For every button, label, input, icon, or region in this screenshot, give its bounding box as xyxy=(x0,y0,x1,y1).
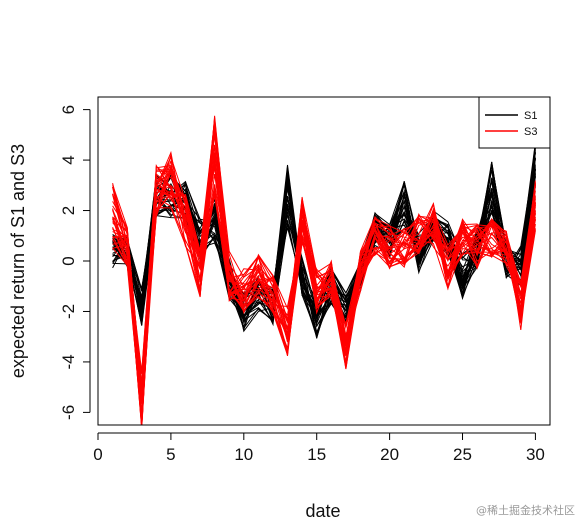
x-tick-label-30: 30 xyxy=(526,445,545,464)
y-tick-label-6: 6 xyxy=(59,105,78,114)
series-s3 xyxy=(112,115,536,425)
series-lines xyxy=(112,115,536,425)
line-s3-21 xyxy=(112,187,536,404)
legend-label-s1: S1 xyxy=(524,110,537,122)
y-tick-label-0: 0 xyxy=(59,256,78,265)
x-tick-label-25: 25 xyxy=(453,445,472,464)
line-s3-29 xyxy=(112,155,536,425)
y-axis-title: expected return of S1 and S3 xyxy=(8,144,28,378)
axes: 0 5 10 15 20 25 30 -6 -4 -2 0 2 4 6 xyxy=(59,105,545,464)
x-tick-label-5: 5 xyxy=(166,445,175,464)
line-s3-25 xyxy=(112,180,536,419)
x-tick-label-20: 20 xyxy=(380,445,399,464)
line-s3-24 xyxy=(112,120,536,425)
y-tick-label--4: -4 xyxy=(59,354,78,369)
x-axis-title: date xyxy=(305,501,340,521)
line-s3-22 xyxy=(112,154,536,397)
line-s3-23 xyxy=(112,159,536,391)
legend: S1 S3 xyxy=(478,96,551,149)
y-tick-label-4: 4 xyxy=(59,155,78,164)
y-tick-label-2: 2 xyxy=(59,206,78,215)
legend-label-s3: S3 xyxy=(524,126,537,138)
watermark: @稀土掘金技术社区 xyxy=(476,504,575,517)
x-tick-label-0: 0 xyxy=(93,445,102,464)
y-tick-label--2: -2 xyxy=(59,304,78,319)
legend-box xyxy=(478,96,551,149)
line-s3-27 xyxy=(112,131,536,413)
x-tick-label-10: 10 xyxy=(234,445,253,464)
y-tick-label--6: -6 xyxy=(59,405,78,420)
x-tick-label-15: 15 xyxy=(307,445,326,464)
plot-frame xyxy=(97,96,551,426)
